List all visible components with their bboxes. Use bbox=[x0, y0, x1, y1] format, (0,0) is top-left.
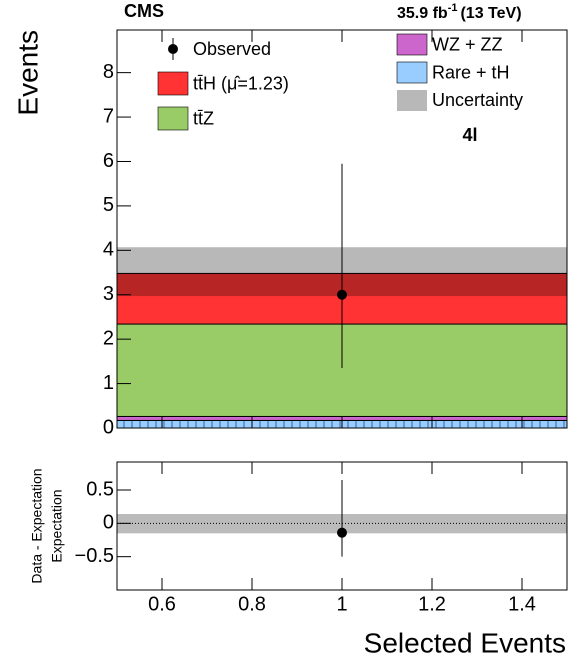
lumi-value: 35.9 fb bbox=[397, 5, 448, 22]
x-axis-label: Selected Events bbox=[364, 627, 566, 658]
ratio-label-top: Data - Expectation bbox=[29, 468, 45, 583]
y-tick-label: 2 bbox=[103, 327, 114, 349]
legend-swatch bbox=[157, 71, 189, 96]
y-tick-label: −0.5 bbox=[75, 545, 114, 567]
legend-label: Uncertainty bbox=[432, 90, 523, 110]
legend-label: Rare + tH bbox=[432, 62, 510, 82]
x-tick-label: 1 bbox=[336, 593, 347, 615]
x-tick-label: 0.6 bbox=[148, 593, 176, 615]
legend-label: WZ + ZZ bbox=[432, 34, 503, 54]
legend-marker bbox=[168, 44, 178, 54]
y-tick-label: 8 bbox=[103, 61, 114, 83]
y-tick-label: 1 bbox=[103, 372, 114, 394]
x-tick-label: 1.4 bbox=[508, 593, 536, 615]
ratio-label-bottom: Expectation bbox=[49, 489, 65, 562]
legend-swatch bbox=[396, 33, 428, 56]
data-point bbox=[337, 289, 347, 300]
y-tick-label: 0.5 bbox=[86, 478, 114, 500]
lumi: 35.9 fb-1 (13 TeV) bbox=[397, 2, 522, 22]
y-tick-label: 5 bbox=[103, 194, 114, 216]
legend-swatch bbox=[157, 106, 189, 131]
y-tick-label: 3 bbox=[103, 283, 114, 305]
lumi-exponent: -1 bbox=[448, 2, 458, 14]
y-tick-label: 4 bbox=[103, 239, 114, 261]
experiment: CMS bbox=[124, 1, 164, 21]
data-point bbox=[337, 527, 347, 538]
legend-swatch bbox=[397, 90, 427, 111]
x-tick-label: 1.2 bbox=[418, 593, 446, 615]
y-tick-label: 7 bbox=[103, 105, 114, 127]
legend-swatch bbox=[396, 61, 428, 84]
y-tick-label: 0 bbox=[103, 416, 114, 438]
channel-label: 4l bbox=[462, 125, 477, 145]
y-tick-label: 0 bbox=[103, 512, 114, 534]
legend-label: tt̄H (μ̂=1.23) bbox=[193, 73, 289, 93]
legend-label: tt̄Z bbox=[193, 108, 214, 128]
y-tick-label: 6 bbox=[103, 150, 114, 172]
y-axis-label: Events bbox=[12, 30, 43, 116]
energy: (13 TeV) bbox=[460, 5, 521, 22]
x-tick-label: 0.8 bbox=[238, 593, 266, 615]
legend-label: Observed bbox=[193, 39, 271, 59]
